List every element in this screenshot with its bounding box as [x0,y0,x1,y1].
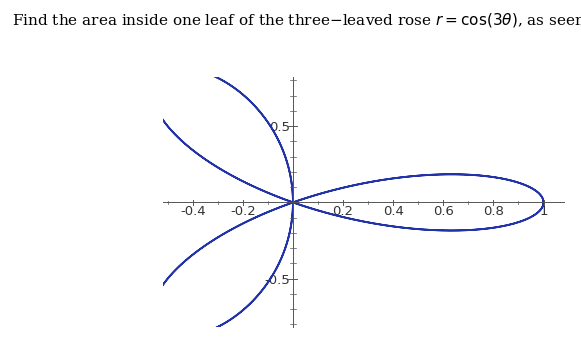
Text: Find the area inside one leaf of the three$-$leaved rose $r = \cos(3\theta)$, as: Find the area inside one leaf of the thr… [12,11,581,29]
